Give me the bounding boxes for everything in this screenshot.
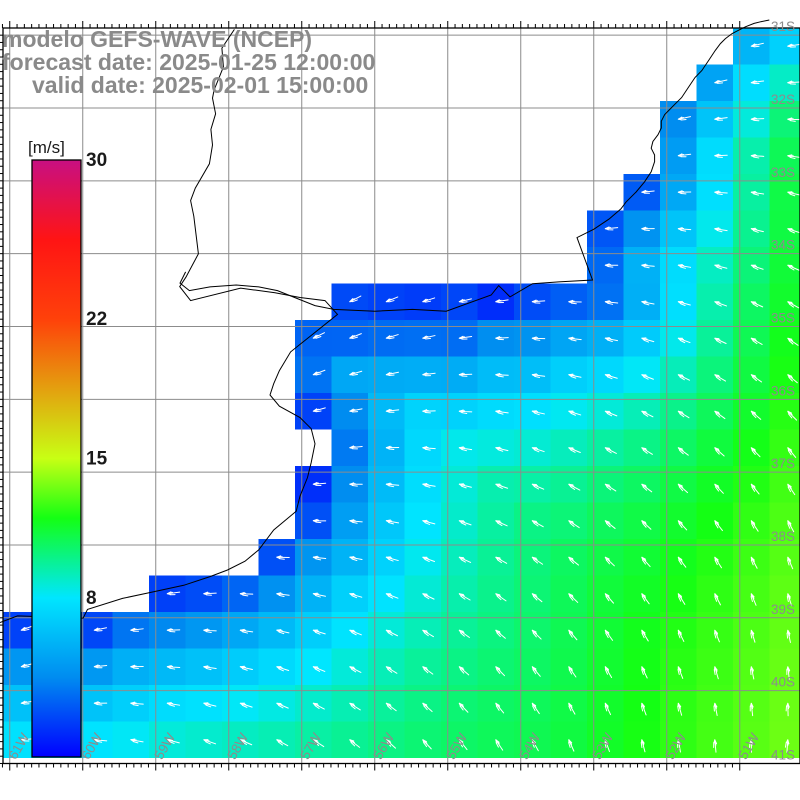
svg-text:valid date: 2025-02-01 15:00:0: valid date: 2025-02-01 15:00:00 <box>32 72 368 98</box>
svg-text:34S: 34S <box>771 238 795 253</box>
svg-text:39S: 39S <box>771 602 795 617</box>
svg-text:22: 22 <box>86 309 107 330</box>
svg-text:30: 30 <box>86 150 107 171</box>
svg-text:15: 15 <box>86 449 108 470</box>
svg-text:8: 8 <box>86 588 97 609</box>
svg-text:37S: 37S <box>771 456 795 471</box>
svg-text:31S: 31S <box>771 19 795 34</box>
svg-text:40S: 40S <box>771 675 795 690</box>
svg-text:33S: 33S <box>771 165 795 180</box>
svg-text:36S: 36S <box>771 383 795 398</box>
svg-text:32S: 32S <box>771 92 795 107</box>
svg-text:[m/s]: [m/s] <box>28 138 65 157</box>
svg-text:38S: 38S <box>771 529 795 544</box>
svg-text:41S: 41S <box>771 748 795 763</box>
svg-text:35S: 35S <box>771 311 795 326</box>
